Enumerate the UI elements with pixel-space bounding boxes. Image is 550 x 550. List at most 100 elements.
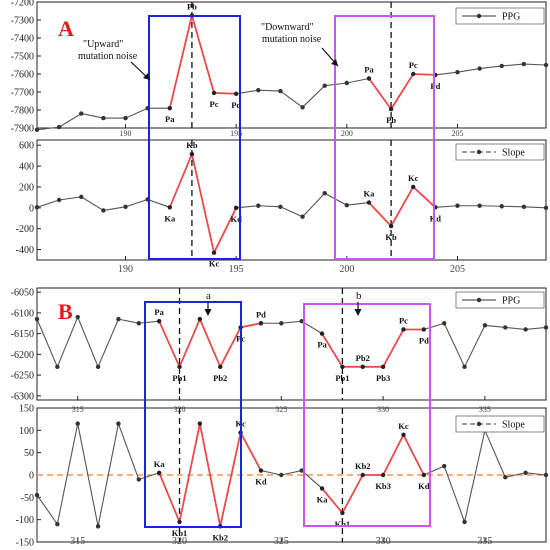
series-segment xyxy=(281,320,302,324)
data-point xyxy=(56,197,62,203)
point-label: Pa xyxy=(317,340,327,350)
series-segment xyxy=(457,68,480,73)
series-segment xyxy=(77,423,99,527)
data-point xyxy=(344,80,350,86)
point-label: Kd xyxy=(231,214,243,224)
series-segment-highlight xyxy=(368,201,392,227)
series-segment xyxy=(138,472,160,480)
point-label: Pa xyxy=(165,114,175,124)
panel-b-magenta-box xyxy=(303,303,431,527)
arrow-a-head xyxy=(204,309,212,316)
series-segment xyxy=(505,326,526,331)
annotation-a: a xyxy=(206,290,211,302)
x-tick-label: 335 xyxy=(477,536,492,547)
y-tick-label: 100 xyxy=(19,426,34,437)
series-segment-highlight xyxy=(413,73,436,76)
point-label: Pb2 xyxy=(213,373,227,383)
series-segment-highlight xyxy=(402,434,425,476)
data-point xyxy=(477,66,482,71)
series-segment xyxy=(138,320,160,324)
data-point xyxy=(116,421,121,426)
data-point xyxy=(421,327,427,332)
legend-marker xyxy=(476,13,482,19)
data-point xyxy=(34,492,40,498)
point-label: Kb1 xyxy=(335,519,351,529)
series-segment xyxy=(346,77,370,84)
y-tick-label: -100 xyxy=(16,515,34,526)
series-segment xyxy=(435,71,458,76)
data-point xyxy=(258,321,264,326)
x-tick-label: 315 xyxy=(72,405,84,414)
series-segment xyxy=(36,318,58,368)
data-point xyxy=(34,127,40,132)
legend: PPG xyxy=(455,7,545,25)
series-segment xyxy=(77,316,99,368)
downward-arrow-head xyxy=(331,59,338,66)
series-segment xyxy=(147,198,170,208)
legend-label: PPG xyxy=(502,296,520,307)
data-point xyxy=(299,468,304,473)
data-point xyxy=(279,321,284,326)
series-segment xyxy=(117,423,140,480)
x-tick-label: 205 xyxy=(450,264,465,275)
data-point xyxy=(136,477,141,482)
panel-b-letter: B xyxy=(58,299,73,324)
x-tick-label: 315 xyxy=(70,536,85,547)
y-tick-label: -6300 xyxy=(11,391,34,402)
series-segment xyxy=(484,324,506,328)
data-point xyxy=(543,472,549,478)
y-tick-label: -7400 xyxy=(11,34,34,45)
series-segment xyxy=(36,494,58,525)
point-label: Pb xyxy=(386,115,396,125)
series-segment xyxy=(443,323,466,368)
legend-box xyxy=(455,143,545,161)
data-point xyxy=(34,205,40,210)
series-segment xyxy=(280,206,303,218)
y-tick-label: -6100 xyxy=(11,308,34,319)
data-point xyxy=(300,105,305,110)
series-segment-highlight xyxy=(321,487,344,514)
data-point xyxy=(401,327,406,332)
point-label: Kb xyxy=(385,232,397,242)
data-point xyxy=(477,203,482,208)
data-point xyxy=(344,203,350,208)
series-segment xyxy=(301,320,323,335)
y-tick-label: -7500 xyxy=(11,52,34,63)
series-segment xyxy=(435,205,458,208)
data-point xyxy=(319,486,325,491)
series-segment xyxy=(56,316,79,368)
series-segment xyxy=(258,89,281,92)
y-tick-label: -7600 xyxy=(11,70,34,81)
series-segment xyxy=(302,192,326,218)
x-tick-label: 195 xyxy=(229,264,244,275)
legend: Slope xyxy=(455,143,545,161)
point-label: Pb1 xyxy=(172,373,186,383)
series-segment xyxy=(523,63,547,66)
point-label: Kd xyxy=(255,477,267,487)
point-label: Pb3 xyxy=(376,373,390,383)
point-label: Ka xyxy=(154,459,166,469)
data-point xyxy=(256,88,261,93)
series-segment xyxy=(464,325,486,368)
data-point xyxy=(523,470,528,475)
legend: Slope xyxy=(455,415,545,433)
data-point xyxy=(442,321,447,326)
data-point xyxy=(503,325,508,330)
series-segment xyxy=(97,423,119,527)
data-point xyxy=(101,115,106,121)
series-segment-highlight xyxy=(382,434,405,476)
series-segment-highlight xyxy=(158,472,181,523)
upward-annotation-line2: mutation noise xyxy=(78,51,138,62)
data-point xyxy=(55,364,60,370)
series-segment-highlight xyxy=(219,432,242,527)
series-segment-highlight xyxy=(168,15,193,109)
point-label: Kc xyxy=(398,421,409,431)
series-segment xyxy=(423,465,445,476)
x-tick-label: 190 xyxy=(118,264,133,275)
series-segment xyxy=(505,472,526,478)
series-segment-highlight xyxy=(321,333,344,368)
series-segment-highlight xyxy=(178,318,201,368)
point-label: Kb1 xyxy=(172,528,188,538)
data-point xyxy=(34,316,40,322)
legend: PPG xyxy=(455,291,545,309)
